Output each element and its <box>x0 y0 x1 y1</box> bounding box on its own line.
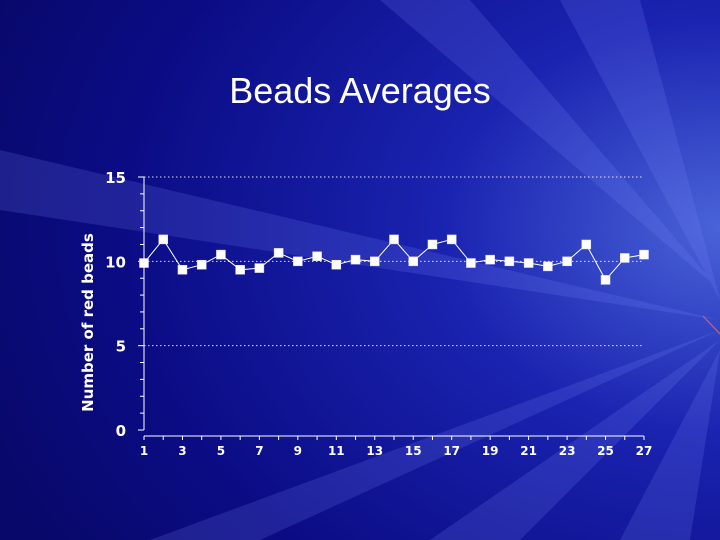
data-point-10 <box>312 251 322 262</box>
data-point-17 <box>446 234 457 245</box>
data-point-22 <box>543 261 553 272</box>
y-tick-label: 0 <box>116 422 126 440</box>
y-tick-label: 5 <box>116 338 126 356</box>
y-tick-label: 10 <box>105 253 126 271</box>
y-tick-label: 15 <box>105 169 126 187</box>
y-axis-label: Number of red beads <box>79 233 97 412</box>
data-point-1 <box>139 258 149 268</box>
data-point-23 <box>562 256 572 267</box>
x-tick-label: 1 <box>140 444 148 458</box>
data-point-6 <box>235 265 245 275</box>
x-tick-label: 9 <box>294 444 302 458</box>
x-tick-label: 17 <box>443 444 460 458</box>
data-point-4 <box>196 259 207 270</box>
data-point-21 <box>523 258 534 268</box>
x-tick-label: 11 <box>328 444 345 458</box>
x-tick-label: 27 <box>636 444 653 458</box>
data-point-8 <box>273 248 284 258</box>
data-point-12 <box>350 254 361 265</box>
x-tick-label: 3 <box>178 444 186 458</box>
data-point-16 <box>427 239 438 250</box>
x-tick-label: 5 <box>217 444 225 458</box>
x-tick-label: 7 <box>255 444 263 458</box>
data-point-24 <box>581 239 592 250</box>
data-point-26 <box>620 253 630 263</box>
x-tick-label: 19 <box>482 444 499 458</box>
data-point-5 <box>216 249 226 260</box>
x-tick-label: 25 <box>597 444 614 458</box>
data-point-11 <box>331 259 342 270</box>
data-point-15 <box>408 256 418 267</box>
data-point-9 <box>293 256 303 267</box>
x-tick-label: 15 <box>405 444 422 458</box>
data-point-7 <box>254 263 265 273</box>
data-point-13 <box>370 256 380 267</box>
data-point-18 <box>466 258 476 268</box>
data-point-20 <box>504 256 515 267</box>
data-point-2 <box>158 234 168 245</box>
data-point-19 <box>485 254 495 265</box>
data-point-14 <box>389 234 399 245</box>
data-point-27 <box>639 249 649 260</box>
data-point-3 <box>177 265 188 275</box>
chart-title: Beads Averages <box>229 70 491 111</box>
x-tick-label: 21 <box>520 444 537 458</box>
x-tick-label: 13 <box>366 444 383 458</box>
x-tick-label: 23 <box>559 444 576 458</box>
data-point-25 <box>600 275 611 285</box>
